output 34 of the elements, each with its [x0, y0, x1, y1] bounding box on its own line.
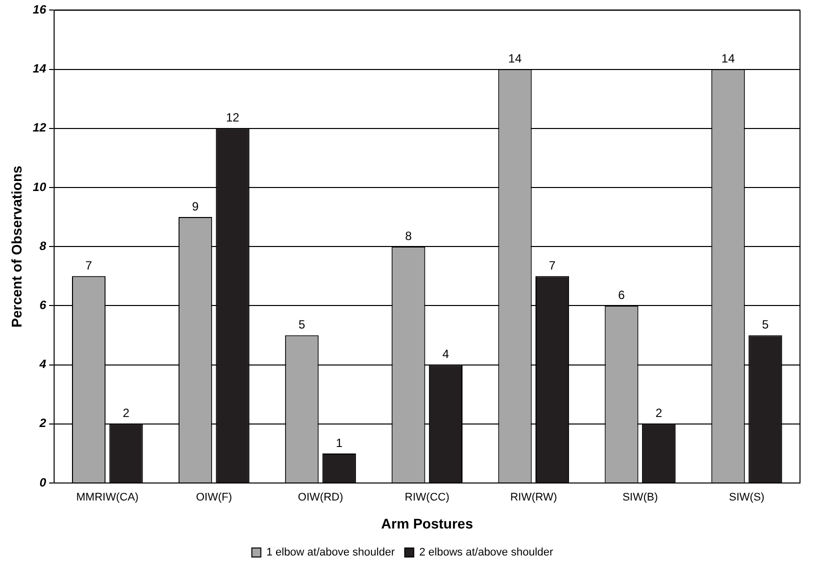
y-tick-label: 14	[32, 62, 46, 76]
data-label: 12	[226, 110, 240, 125]
x-tick-label: OIW(RD)	[298, 492, 344, 504]
y-axis-title: Percent of Observations	[8, 165, 24, 328]
data-label: 5	[762, 318, 770, 332]
data-label: 14	[721, 52, 736, 66]
data-label: 9	[192, 199, 199, 214]
y-tick-label: 4	[38, 357, 46, 372]
legend-label: 1 elbow at/above shoulder	[266, 546, 396, 559]
x-tick-label: SIW(S)	[729, 492, 764, 504]
data-label: 8	[405, 228, 412, 243]
y-tick-label: 16	[32, 2, 46, 17]
x-axis-title: Arm Postures	[381, 515, 474, 532]
y-tick-label: 12	[32, 120, 46, 135]
x-tick-label: MMRIW(CA)	[76, 492, 139, 504]
y-tick-label: 6	[39, 298, 46, 312]
x-tick-label: OIW(F)	[196, 492, 232, 504]
data-label: 7	[548, 258, 556, 272]
y-tick-label: 0	[39, 475, 46, 490]
data-label: 1	[336, 436, 343, 450]
data-label: 2	[655, 406, 662, 420]
x-tick-label: RIW(CC)	[404, 492, 450, 504]
legend-label: 2 elbows at/above shoulder	[419, 546, 554, 559]
x-tick-label: RIW(RW)	[510, 492, 558, 504]
y-tick-label: 2	[38, 416, 46, 430]
x-tick-label: SIW(B)	[622, 492, 658, 504]
data-label: 5	[298, 318, 306, 332]
data-label: 6	[618, 288, 626, 302]
y-tick-label: 8	[39, 238, 46, 253]
y-tick-label: 10	[32, 180, 46, 194]
data-label: 7	[85, 258, 92, 272]
data-label: 4	[442, 347, 450, 362]
data-label: 14	[508, 52, 522, 66]
data-label: 2	[122, 406, 130, 420]
